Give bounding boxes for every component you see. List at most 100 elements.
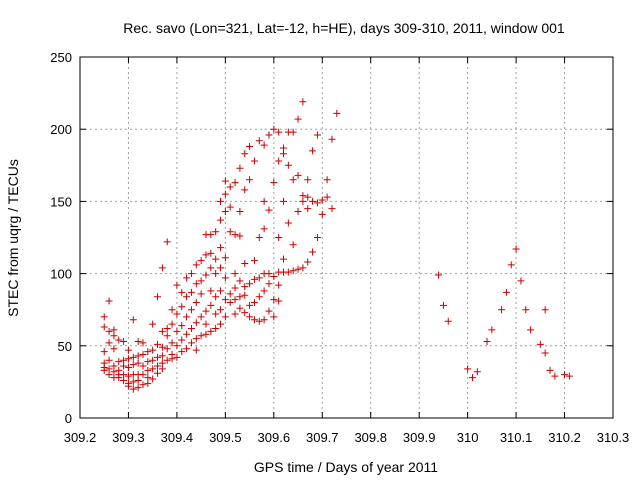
data-point <box>202 330 210 338</box>
data-point <box>144 358 152 366</box>
data-point <box>304 176 312 184</box>
data-point <box>124 363 132 371</box>
data-point <box>275 281 283 289</box>
data-point <box>265 131 273 139</box>
data-point <box>260 316 268 324</box>
data-point <box>187 270 195 278</box>
data-point <box>522 306 530 314</box>
data-point <box>221 274 229 282</box>
data-point <box>187 339 195 347</box>
data-point <box>158 327 166 335</box>
data-points <box>100 98 573 393</box>
data-point <box>275 157 283 165</box>
data-point <box>551 372 559 380</box>
x-tick-label: 310.3 <box>597 430 630 445</box>
data-point <box>197 332 205 340</box>
data-point <box>187 324 195 332</box>
data-point <box>197 290 205 298</box>
data-point <box>241 259 249 267</box>
data-point <box>250 157 258 165</box>
data-point <box>536 340 544 348</box>
data-point <box>236 232 244 240</box>
data-point <box>561 371 569 379</box>
data-point <box>246 143 254 151</box>
x-tick-label: 309.5 <box>209 430 242 445</box>
data-point <box>260 225 268 233</box>
data-point <box>226 203 234 211</box>
data-point <box>192 319 200 327</box>
data-point <box>105 356 113 364</box>
data-point <box>154 362 162 370</box>
data-point <box>270 125 278 133</box>
data-point <box>289 241 297 249</box>
data-point <box>241 186 249 194</box>
data-point <box>260 141 268 149</box>
data-point <box>105 297 113 305</box>
data-point <box>100 348 108 356</box>
data-point <box>265 280 273 288</box>
data-point <box>275 128 283 136</box>
data-point <box>158 343 166 351</box>
data-point <box>255 293 263 301</box>
data-point <box>178 322 186 330</box>
data-point <box>129 385 137 393</box>
data-point <box>192 346 200 354</box>
data-point <box>192 280 200 288</box>
data-point <box>260 287 268 295</box>
x-tick-label: 310 <box>457 430 479 445</box>
data-point <box>183 274 191 282</box>
data-point <box>207 301 215 309</box>
data-point <box>284 219 292 227</box>
data-point <box>468 374 476 382</box>
data-point <box>309 248 317 256</box>
data-point <box>265 270 273 278</box>
data-point <box>202 320 210 328</box>
data-point <box>134 376 142 384</box>
data-point <box>304 258 312 266</box>
data-point <box>512 245 520 253</box>
data-point <box>158 365 166 373</box>
data-point <box>304 205 312 213</box>
x-tick-label: 309.8 <box>354 430 387 445</box>
data-point <box>139 381 147 389</box>
data-point <box>246 313 254 321</box>
data-point <box>260 197 268 205</box>
data-point <box>192 335 200 343</box>
data-point <box>255 234 263 241</box>
data-point <box>154 369 162 377</box>
data-point <box>221 254 229 262</box>
data-point <box>275 234 283 241</box>
data-point <box>483 337 491 345</box>
data-point <box>289 128 297 136</box>
data-point <box>241 309 249 317</box>
data-point <box>270 179 278 187</box>
data-point <box>100 313 108 321</box>
data-point <box>173 310 181 318</box>
data-point <box>217 306 225 314</box>
data-point <box>236 164 244 172</box>
data-point <box>173 353 181 361</box>
data-point <box>124 346 132 354</box>
data-point <box>139 362 147 370</box>
data-point <box>318 210 326 218</box>
data-point <box>221 208 229 216</box>
data-point <box>236 293 244 301</box>
data-point <box>217 244 225 252</box>
data-point <box>173 342 181 350</box>
data-point <box>144 379 152 387</box>
data-point <box>565 372 573 380</box>
y-tick-label: 200 <box>50 122 72 137</box>
x-tick-label: 309.3 <box>112 430 145 445</box>
data-point <box>149 356 157 364</box>
data-point <box>124 382 132 390</box>
data-point <box>212 310 220 318</box>
data-point <box>187 306 195 314</box>
data-point <box>289 176 297 184</box>
data-point <box>149 346 157 354</box>
data-point <box>178 288 186 296</box>
data-point <box>444 317 452 325</box>
grid-lines <box>80 57 613 418</box>
data-point <box>202 271 210 279</box>
data-point <box>120 362 128 370</box>
data-point <box>173 281 181 289</box>
